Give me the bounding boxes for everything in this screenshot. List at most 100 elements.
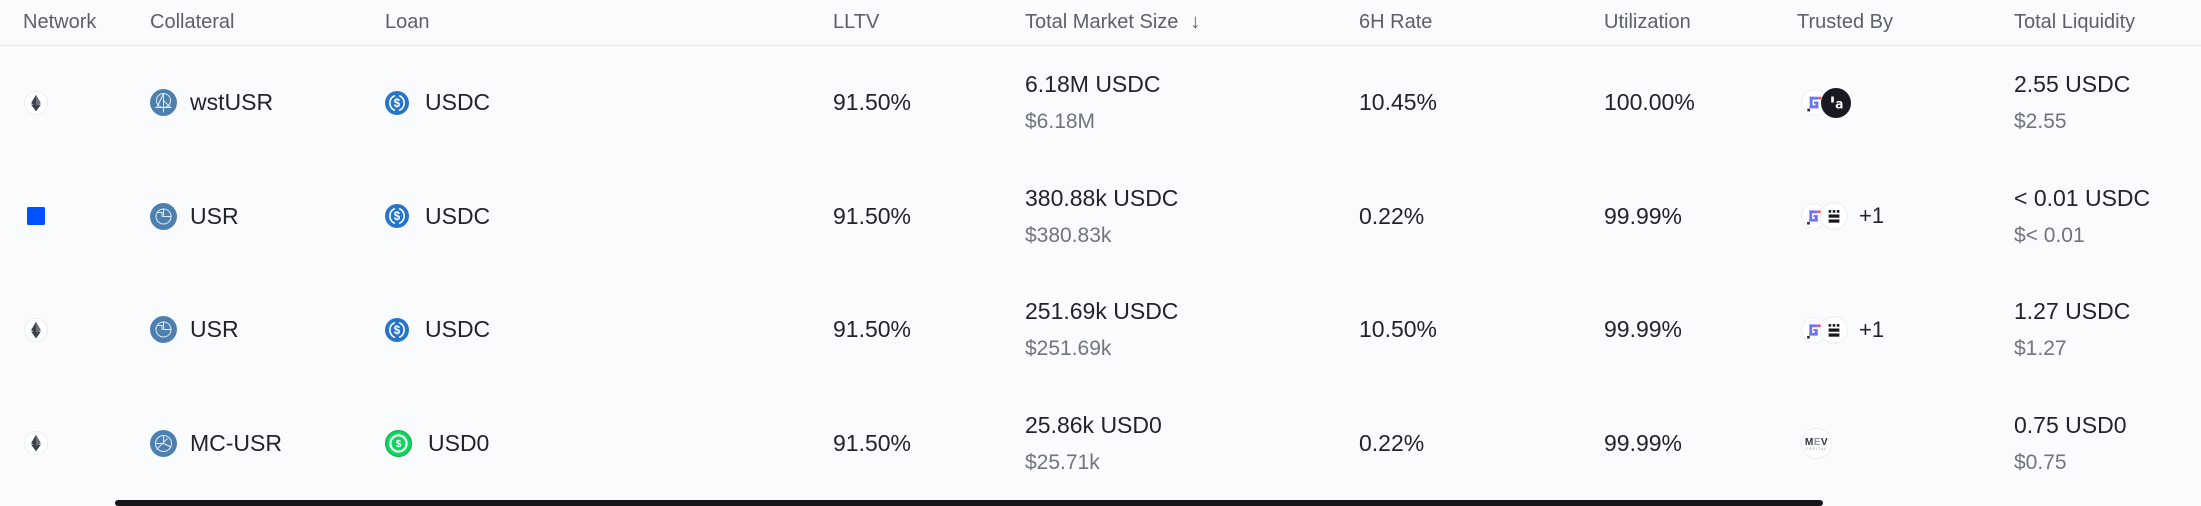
column-header-loan[interactable]: Loan	[385, 11, 430, 33]
market-size-primary: 6.18M USDC	[1025, 71, 1161, 98]
network-cell	[23, 90, 49, 115]
column-header-lltv[interactable]: LLTV	[833, 11, 880, 33]
mev-capital-icon: MEV CAPITAL	[1801, 427, 1832, 459]
total-liquidity-cell: 0.75 USD0 $0.75	[2014, 412, 2193, 475]
collateral-cell: wstUSR	[150, 89, 385, 117]
gauntlet-icon	[1801, 316, 1827, 343]
loan-cell: $ USDC	[385, 316, 833, 343]
liquidity-secondary: $0.75	[2014, 450, 2067, 474]
collateral-symbol: USR	[190, 316, 239, 343]
column-header-utilization[interactable]: Utilization	[1604, 11, 1691, 33]
loan-cell: $ USDC	[385, 203, 833, 230]
trusted-by-cell: +1	[1797, 315, 2014, 344]
total-market-size-cell: 6.18M USDC $6.18M	[1025, 71, 1359, 134]
gauntlet-icon	[1801, 89, 1828, 117]
ethereum-icon	[24, 431, 48, 456]
collateral-symbol: MC-USR	[190, 429, 282, 456]
loan-cell: $ USDC	[385, 89, 833, 116]
table-header-row: Network Collateral Loan LLTV Total Marke…	[0, 0, 2201, 46]
liquidity-primary: 0.75 USD0	[2014, 411, 2127, 438]
utilization-cell: 100.00%	[1604, 89, 1695, 116]
svg-text:a: a	[1835, 96, 1843, 112]
market-size-secondary: $380.83k	[1025, 223, 1112, 247]
rate-6h-cell: 0.22%	[1359, 202, 1425, 229]
svg-text:CAPITAL: CAPITAL	[1806, 447, 1828, 451]
column-header-6h-rate[interactable]: 6H Rate	[1359, 11, 1433, 33]
stacked-bars-icon	[1820, 315, 1848, 344]
network-cell	[23, 317, 49, 342]
liquidity-secondary: $< 0.01	[2014, 223, 2085, 247]
ethereum-icon	[24, 317, 48, 342]
wstusr-token-icon	[150, 89, 177, 117]
market-size-primary: 380.88k USDC	[1025, 184, 1179, 211]
liquidity-secondary: $2.55	[2014, 110, 2067, 134]
market-row[interactable]: wstUSR $ USDC 91.50% 6.18M USDC $6.18M 1…	[0, 46, 2201, 160]
svg-text:MEV: MEV	[1805, 437, 1828, 448]
collateral-cell: MC-USR	[150, 429, 385, 457]
usr-token-icon	[150, 202, 177, 230]
collateral-cell: USR	[150, 202, 385, 230]
utilization-cell: 99.99%	[1604, 202, 1683, 229]
total-market-size-cell: 380.88k USDC $380.83k	[1025, 185, 1359, 248]
rate-6h-cell: 0.22%	[1359, 429, 1425, 456]
utilization-cell: 99.99%	[1604, 429, 1683, 456]
usdc-token-icon: $	[385, 317, 409, 342]
liquidity-primary: 1.27 USDC	[2014, 298, 2131, 325]
total-market-size-cell: 25.86k USD0 $25.71k	[1025, 412, 1359, 475]
collateral-symbol: USR	[190, 202, 239, 229]
network-cell	[23, 207, 49, 226]
loan-cell: $ USD0	[385, 429, 833, 457]
sort-descending-icon: ↓	[1190, 11, 1201, 33]
market-size-primary: 25.86k USD0	[1025, 411, 1162, 438]
market-row[interactable]: MC-USR $ USD0 91.50% 25.86k USD0 $25.71k…	[0, 387, 2201, 501]
utilization-cell: 99.99%	[1604, 316, 1683, 343]
collateral-symbol: wstUSR	[190, 89, 274, 116]
market-row[interactable]: USR $ USDC 91.50% 251.69k USDC $251.69k …	[0, 273, 2201, 387]
lltv-cell: 91.50%	[833, 202, 912, 229]
total-liquidity-cell: 2.55 USDC $2.55	[2014, 71, 2193, 134]
loan-symbol: USDC	[425, 316, 491, 343]
trusted-by-cell: MEV CAPITAL	[1797, 427, 2014, 459]
total-market-size-cell: 251.69k USDC $251.69k	[1025, 298, 1359, 361]
column-header-collateral[interactable]: Collateral	[150, 11, 235, 33]
loan-symbol: USD0	[428, 429, 490, 456]
column-header-total-liquidity[interactable]: Total Liquidity	[2014, 11, 2136, 33]
usr-token-icon	[150, 316, 177, 344]
liquidity-secondary: $1.27	[2014, 337, 2067, 361]
trusted-by-cell: a	[1797, 87, 2014, 118]
collateral-cell: USR	[150, 316, 385, 344]
loan-symbol: USDC	[425, 89, 491, 116]
usd0-token-icon: $	[385, 429, 412, 457]
apostro-icon: a	[1821, 87, 1851, 118]
market-row[interactable]: USR $ USDC 91.50% 380.88k USDC $380.83k …	[0, 160, 2201, 274]
loan-symbol: USDC	[425, 202, 491, 229]
total-liquidity-cell: 1.27 USDC $1.27	[2014, 298, 2193, 361]
usdc-token-icon: $	[385, 90, 409, 115]
market-size-primary: 251.69k USDC	[1025, 298, 1179, 325]
svg-text:$: $	[394, 98, 401, 110]
trusted-more-count: +1	[1859, 203, 1885, 229]
ethereum-icon	[24, 90, 48, 115]
column-header-trusted-by[interactable]: Trusted By	[1797, 11, 1893, 33]
rate-6h-cell: 10.50%	[1359, 316, 1438, 343]
column-header-network[interactable]: Network	[23, 11, 97, 33]
svg-text:$: $	[394, 325, 401, 337]
lltv-cell: 91.50%	[833, 429, 912, 456]
trusted-by-cell: +1	[1797, 202, 2014, 231]
rate-6h-cell: 10.45%	[1359, 89, 1438, 116]
market-size-secondary: $6.18M	[1025, 110, 1096, 134]
lltv-cell: 91.50%	[833, 316, 912, 343]
lltv-cell: 91.50%	[833, 89, 912, 116]
liquidity-primary: < 0.01 USDC	[2014, 184, 2151, 211]
column-header-total-market-size[interactable]: Total Market Size ↓	[1025, 11, 1201, 33]
trusted-more-count: +1	[1859, 316, 1885, 342]
svg-text:$: $	[394, 211, 401, 223]
base-icon	[27, 207, 45, 226]
horizontal-scrollbar-thumb[interactable]	[115, 500, 1823, 506]
market-size-secondary: $251.69k	[1025, 337, 1112, 361]
market-size-secondary: $25.71k	[1025, 450, 1100, 474]
stacked-bars-icon	[1820, 202, 1848, 231]
mc-usr-token-icon	[150, 429, 177, 457]
network-cell	[23, 431, 49, 456]
